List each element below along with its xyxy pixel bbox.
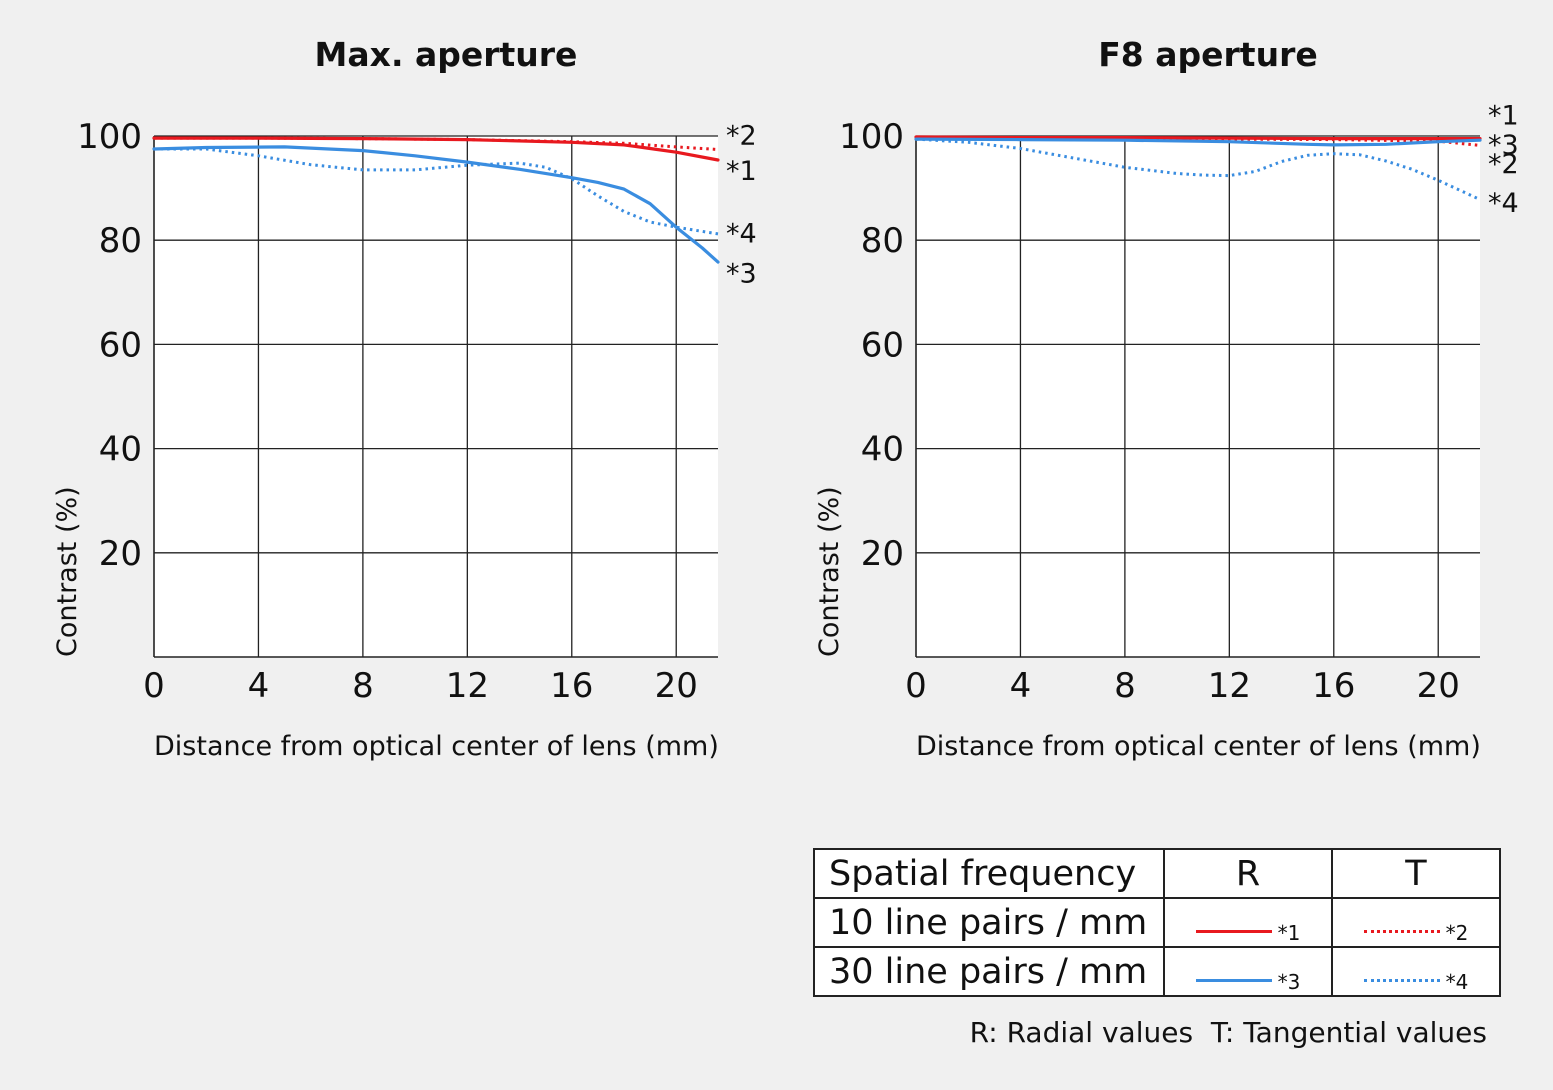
y-tick-label: 20 — [861, 534, 904, 574]
x-tick-label: 12 — [446, 666, 489, 706]
series-line-2 — [154, 136, 719, 151]
curve-label: *2 — [726, 120, 757, 151]
legend-swatch-cell: *4 — [1331, 946, 1501, 997]
x-tick-label: 8 — [1114, 666, 1136, 706]
x-tick-label: 4 — [248, 666, 270, 706]
legend-row-30lp: 30 line pairs / mm *3 *4 — [813, 946, 1501, 997]
y-tick-label: 60 — [861, 325, 904, 365]
plot-area — [154, 136, 718, 657]
legend-swatch-cell: *1 — [1163, 897, 1333, 948]
x-tick-label: 4 — [1010, 666, 1032, 706]
legend-swatch-cell: *3 — [1163, 946, 1333, 997]
curve-label: *1 — [1488, 101, 1519, 132]
curve-label: *4 — [1488, 188, 1519, 219]
y-tick-label: 100 — [839, 117, 904, 157]
x-tick-label: 20 — [1417, 666, 1460, 706]
y-axis-label: Contrast (%) — [52, 486, 83, 657]
legend-line-solid-blue — [1195, 978, 1272, 982]
curve-label: *3 — [726, 259, 757, 290]
series-line-3 — [152, 145, 720, 264]
y-tick-label: 20 — [99, 534, 142, 574]
legend-line-dotted-red — [1363, 929, 1440, 933]
chart-panel-1: 20 40 60 80 100 0 4 8 12 16 20 Max. aperture Distanc… — [52, 35, 757, 762]
curve-label: *4 — [726, 218, 757, 249]
legend-note: R: Radial values T: Tangential values — [969, 1016, 1487, 1049]
legend-row-10lp: 10 line pairs / mm *1 *2 — [813, 897, 1501, 948]
legend-header-freq: Spatial frequency — [813, 848, 1165, 899]
legend-line-solid-red — [1195, 929, 1272, 933]
x-axis-label: Distance from optical center of lens (mm… — [916, 731, 1481, 762]
legend-row-label: 30 line pairs / mm — [813, 946, 1165, 997]
series-line-4 — [154, 147, 719, 236]
legend-swatch-tag: *2 — [1445, 921, 1469, 946]
legend-header-t: T — [1331, 848, 1501, 899]
legend-swatch-cell: *2 — [1331, 897, 1501, 948]
x-tick-label: 16 — [550, 666, 593, 706]
chart-panel-2: 20 40 60 80 100 0 4 8 12 16 20 F8 aperture Distance … — [814, 35, 1519, 762]
x-tick-label: 20 — [655, 666, 698, 706]
mtf-charts: 20 40 60 80 100 0 4 8 12 16 20 Max. aperture Distanc… — [52, 35, 1519, 762]
y-tick-label: 80 — [99, 221, 142, 261]
legend-table: Spatial frequency R T 10 line pairs / mm… — [813, 848, 1501, 997]
series-line-4 — [914, 137, 1482, 147]
legend-row-label: 10 line pairs / mm — [813, 897, 1165, 948]
y-axis-label: Contrast (%) — [814, 486, 845, 657]
x-tick-label: 8 — [352, 666, 374, 706]
y-tick-label: 60 — [99, 325, 142, 365]
plot-area — [916, 136, 1480, 657]
x-axis-label: Distance from optical center of lens (mm… — [154, 731, 719, 762]
chart-title: Max. aperture — [315, 35, 578, 74]
x-tick-label: 0 — [143, 666, 165, 706]
legend-swatch-tag: *3 — [1277, 970, 1301, 995]
curve-label: *3 — [1488, 130, 1519, 161]
legend-header-r: R — [1163, 848, 1333, 899]
legend-header-row: Spatial frequency R T — [813, 848, 1501, 899]
curve-label: *2 — [1488, 149, 1519, 180]
curve-label: *1 — [726, 156, 757, 187]
x-tick-label: 12 — [1208, 666, 1251, 706]
legend-swatch-tag: *4 — [1445, 970, 1469, 995]
x-tick-label: 0 — [905, 666, 927, 706]
legend-swatch-tag: *1 — [1277, 921, 1301, 946]
y-tick-label: 40 — [861, 430, 904, 470]
legend-line-dotted-blue — [1363, 978, 1440, 982]
y-tick-label: 100 — [77, 117, 142, 157]
x-tick-label: 16 — [1312, 666, 1355, 706]
chart-title: F8 aperture — [1098, 35, 1317, 74]
y-tick-label: 80 — [861, 221, 904, 261]
y-tick-label: 40 — [99, 430, 142, 470]
series-line-2 — [915, 137, 1481, 201]
